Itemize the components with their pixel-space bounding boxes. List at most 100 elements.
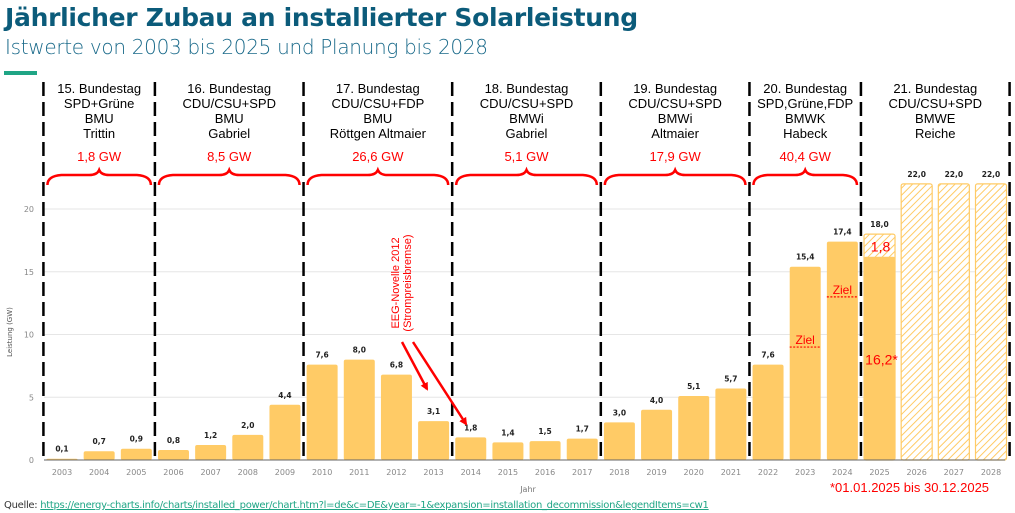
bar-actual [641, 409, 673, 460]
bar-actual [789, 266, 821, 460]
chart-subtitle: Istwerte von 2003 bis 2025 und Planung b… [5, 35, 488, 59]
accent-bar [4, 71, 37, 75]
remaining-2025-label: 1,8 [871, 239, 891, 255]
bar-value-label: 1,4 [501, 428, 514, 437]
legislature-label: Gabriel [208, 126, 250, 141]
legislature-brace [752, 166, 859, 186]
eeg-arrow-2014 [411, 341, 468, 426]
y-tick-label: 5 [29, 393, 34, 402]
bar-value-label: 5,7 [724, 374, 737, 383]
x-tick-label: 2015 [498, 468, 518, 477]
bar-actual [380, 374, 412, 460]
bar-value-label: 0,8 [167, 436, 180, 445]
legislature-label: BMU [363, 111, 392, 126]
x-tick-label: 2023 [795, 468, 815, 477]
bar-actual [566, 438, 598, 460]
legislature-label: Reiche [915, 126, 955, 141]
bar-value-label: 5,1 [687, 382, 700, 391]
legislature-total: 17,9 GW [649, 149, 701, 164]
legislature-label: 17. Bundestag [336, 81, 420, 96]
x-tick-label: 2004 [89, 468, 109, 477]
legislature-label: BMWi [658, 111, 693, 126]
bar-value-label: 0,9 [130, 435, 143, 444]
eeg-arrow-2013 [400, 341, 429, 391]
legislature-label: 20. Bundestag [763, 81, 847, 96]
x-tick-label: 2010 [312, 468, 332, 477]
legislature-label: 19. Bundestag [633, 81, 717, 96]
legislature-label: BMWi [509, 111, 544, 126]
legislature-label: Trittin [83, 126, 115, 141]
bar-actual [826, 241, 858, 460]
bar-actual [120, 448, 152, 460]
bar-value-label: 18,0 [870, 220, 889, 229]
x-tick-label: 2012 [386, 468, 406, 477]
legislature-total: 1,8 GW [77, 149, 122, 164]
bar-value-label: 2,0 [241, 421, 254, 430]
bar-value-label: 1,7 [576, 425, 589, 434]
x-tick-label: 2013 [423, 468, 443, 477]
source-label: Quelle: [4, 500, 38, 511]
bar-actual [715, 388, 747, 460]
y-tick-label: 15 [24, 268, 34, 277]
bar-actual [232, 434, 264, 460]
x-tick-label: 2022 [758, 468, 778, 477]
bar-actual [157, 449, 189, 460]
legislature-label: SPD+Grüne [64, 96, 134, 111]
legislature-total: 40,4 GW [780, 149, 832, 164]
ziel-label: Ziel [833, 283, 852, 297]
bar-actual [492, 442, 524, 460]
legislature-label: BMWK [785, 111, 826, 126]
x-tick-label: 2003 [52, 468, 72, 477]
bar-actual [418, 421, 450, 460]
legislature-label: CDU/CSU+FDP [331, 96, 424, 111]
legislature-label: 15. Bundestag [57, 81, 141, 96]
legislature-total: 8,5 GW [207, 149, 252, 164]
bar-value-label: 7,6 [315, 351, 328, 360]
x-tick-label: 2007 [200, 468, 220, 477]
legislature-label: Habeck [783, 126, 828, 141]
bar-actual [864, 256, 896, 460]
bar-value-label: 8,0 [353, 346, 366, 355]
legislature-label: CDU/CSU+SPD [182, 96, 276, 111]
bar-value-label: 1,2 [204, 431, 217, 440]
x-tick-label: 2009 [275, 468, 295, 477]
x-tick-label: 2017 [572, 468, 592, 477]
footnote: *01.01.2025 bis 30.12.2025 [830, 480, 990, 495]
legislature-label: SPD,Grüne,FDP [757, 96, 853, 111]
legislature-label: CDU/CSU+SPD [628, 96, 722, 111]
bar-value-label: 4,4 [278, 391, 291, 400]
bar-value-label: 22,0 [945, 170, 964, 179]
legislature-brace [157, 166, 301, 186]
x-tick-label: 2028 [981, 468, 1001, 477]
legislature-label: CDU/CSU+SPD [480, 96, 574, 111]
y-tick-label: 20 [24, 205, 34, 214]
source-link[interactable]: https://energy-charts.info/charts/instal… [40, 500, 709, 511]
x-axis-label: Jahr [519, 485, 536, 494]
bar-planned [937, 183, 970, 461]
x-tick-label: 2026 [907, 468, 927, 477]
bar-actual [306, 364, 338, 460]
eeg-annotation-line1: EEG-Novelle 2012 [390, 237, 402, 328]
bar-value-label: 3,1 [427, 407, 440, 416]
bar-value-label: 0,1 [55, 445, 68, 454]
eeg-annotation-line2: (Strompreisbremse) [402, 234, 414, 331]
legislature-label: BMWE [915, 111, 956, 126]
x-tick-label: 2011 [349, 468, 369, 477]
bar-value-label: 3,0 [613, 408, 626, 417]
bar-actual [752, 364, 784, 460]
x-tick-label: 2025 [869, 468, 889, 477]
x-tick-label: 2005 [126, 468, 146, 477]
x-tick-label: 2018 [609, 468, 629, 477]
x-tick-label: 2020 [684, 468, 704, 477]
legislature-brace [603, 166, 747, 186]
legislature-label: BMU [85, 111, 114, 126]
legislature-label: Gabriel [506, 126, 548, 141]
bar-value-label: 22,0 [907, 170, 926, 179]
bar-planned [900, 183, 933, 461]
legislature-label: BMU [215, 111, 244, 126]
x-tick-label: 2019 [646, 468, 666, 477]
legislature-label: 18. Bundestag [485, 81, 569, 96]
bar-value-label: 4,0 [650, 396, 663, 405]
bar-actual [678, 395, 710, 460]
bar-actual [195, 444, 227, 460]
